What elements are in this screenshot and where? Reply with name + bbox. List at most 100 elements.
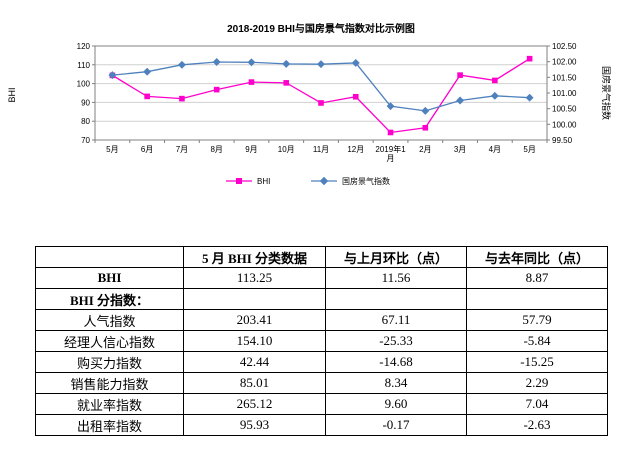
right-axis-tick-label: 101.50 <box>552 73 577 82</box>
cell-value: 8.87 <box>466 267 608 289</box>
legend-label: 国房景气指数 <box>342 176 390 186</box>
row-label: 销售能力指数 <box>35 372 184 394</box>
x-axis-tick-label: 2019年1 月 <box>375 144 406 163</box>
x-axis-tick-label: 5月 <box>523 145 535 154</box>
row-label: 购买力指数 <box>35 351 184 373</box>
left-axis-tick-label: 110 <box>77 61 90 70</box>
table-row: 购买力指数 42.44 -14.68 -15.25 <box>35 351 608 373</box>
x-axis-tick-label: 3月 <box>454 145 466 154</box>
cell-value: 57.79 <box>466 309 608 331</box>
data-point <box>317 60 325 69</box>
comparison-line-chart: 2018-2019 BHI与国房景气指数对比示例图 BHI 国房景气指数 120… <box>0 0 631 210</box>
data-point <box>212 58 221 66</box>
row-label: BHI 分指数： <box>35 288 184 310</box>
cell-value: 203.41 <box>183 309 326 331</box>
plot-area: 120 110 100 90 80 70 102.50 102.00 101.50 101.00 1… <box>77 42 577 163</box>
data-point <box>492 77 498 84</box>
data-point <box>177 60 186 69</box>
x-axis-tick-label: 10月 <box>278 145 295 154</box>
data-point <box>247 58 256 67</box>
data-point <box>421 106 430 115</box>
x-axis-tick-label: 6月 <box>141 145 153 154</box>
chart-legend: BHI 国房景气指数 <box>226 176 390 186</box>
row-label: BHI <box>35 267 184 289</box>
data-point <box>457 72 463 78</box>
row-label: 就业率指数 <box>35 393 184 415</box>
left-axis-tick-label: 120 <box>77 42 91 51</box>
table-row: BHI 分指数： <box>35 288 608 310</box>
legend-label: BHI <box>257 177 270 186</box>
cell-value: 11.56 <box>325 267 467 289</box>
row-label: 出租率指数 <box>35 414 184 436</box>
table-header-row: 5 月 BHI 分类数据 与上月环比（点） 与去年同比（点） <box>35 246 608 268</box>
data-point <box>526 55 533 62</box>
cell-value <box>466 288 608 310</box>
cell-value: -5.84 <box>466 330 608 352</box>
right-axis-tick-label: 100.50 <box>552 105 577 114</box>
cell-value: 113.25 <box>183 267 326 289</box>
row-label: 人气指数 <box>35 309 184 331</box>
right-axis-tick-label: 100.00 <box>552 120 577 129</box>
cell-value: 95.93 <box>183 414 326 436</box>
cell-value: 8.34 <box>325 372 467 394</box>
data-point <box>422 124 429 131</box>
table-row: 销售能力指数 85.01 8.34 2.29 <box>35 372 608 394</box>
x-axis-tick-label: 4月 <box>489 145 501 154</box>
cell-value: 7.04 <box>466 393 608 415</box>
table-row: 人气指数 203.41 67.11 57.79 <box>35 309 608 331</box>
data-point <box>386 102 395 111</box>
data-point <box>108 71 117 80</box>
x-axis-tick-label: 12月 <box>347 145 364 154</box>
cell-value <box>325 288 467 310</box>
cell-value: -25.33 <box>325 330 467 352</box>
data-point <box>282 59 291 68</box>
legend-marker <box>236 178 242 184</box>
x-axis-tick-label: 9月 <box>245 145 257 154</box>
right-axis-tick-label: 99.50 <box>552 136 573 145</box>
column-header: 与上月环比（点） <box>325 246 467 268</box>
data-point <box>248 79 255 85</box>
legend-marker <box>319 176 329 186</box>
data-point <box>525 93 534 102</box>
data-point <box>213 86 220 93</box>
x-axis-tick-label: 8月 <box>210 145 222 154</box>
right-axis-tick-label: 101.00 <box>552 89 577 98</box>
data-point <box>144 93 150 100</box>
table-row: BHI 113.25 11.56 8.87 <box>35 267 608 289</box>
table-row: 就业率指数 265.12 9.60 7.04 <box>35 393 608 415</box>
data-point <box>490 91 499 100</box>
bhi-data-table: 5 月 BHI 分类数据 与上月环比（点） 与去年同比（点） BHI 113.25 11.… <box>35 246 608 436</box>
data-point <box>283 80 290 86</box>
corner-cell <box>35 246 184 268</box>
plot-border <box>94 45 548 141</box>
cell-value: 154.10 <box>183 330 326 352</box>
x-axis-tick-label: 2月 <box>419 145 431 154</box>
data-point <box>352 93 359 100</box>
cell-value: -15.25 <box>466 351 608 373</box>
bhi-data-table-wrap: 5 月 BHI 分类数据 与上月环比（点） 与去年同比（点） BHI 113.25 11.… <box>35 246 608 436</box>
data-point <box>387 129 394 136</box>
data-point <box>456 96 465 105</box>
cell-value: 2.29 <box>466 372 608 394</box>
left-axis-tick-label: 80 <box>81 117 90 126</box>
right-axis-title: 国房景气指数 <box>601 66 612 120</box>
column-header: 5 月 BHI 分类数据 <box>183 246 326 268</box>
cell-value: 85.01 <box>183 372 326 394</box>
data-point <box>318 100 324 106</box>
x-axis-tick-label: 7月 <box>176 145 188 154</box>
data-point <box>143 67 152 76</box>
column-header: 与去年同比（点） <box>466 246 608 268</box>
left-axis-tick-label: 90 <box>81 98 90 107</box>
chart-title: 2018-2019 BHI与国房景气指数对比示例图 <box>227 22 415 35</box>
left-axis-title: BHI <box>7 87 17 102</box>
chart-canvas: 2018-2019 BHI与国房景气指数对比示例图 BHI 国房景气指数 120… <box>7 22 612 186</box>
left-axis-tick-label: 100 <box>77 80 91 89</box>
cell-value: -2.63 <box>466 414 608 436</box>
cell-value: 67.11 <box>325 309 467 331</box>
table-row: 出租率指数 95.93 -0.17 -2.63 <box>35 414 608 436</box>
right-axis-tick-label: 102.00 <box>552 58 577 67</box>
data-point <box>351 58 360 67</box>
cell-value: -14.68 <box>325 351 467 373</box>
cell-value <box>183 288 326 310</box>
